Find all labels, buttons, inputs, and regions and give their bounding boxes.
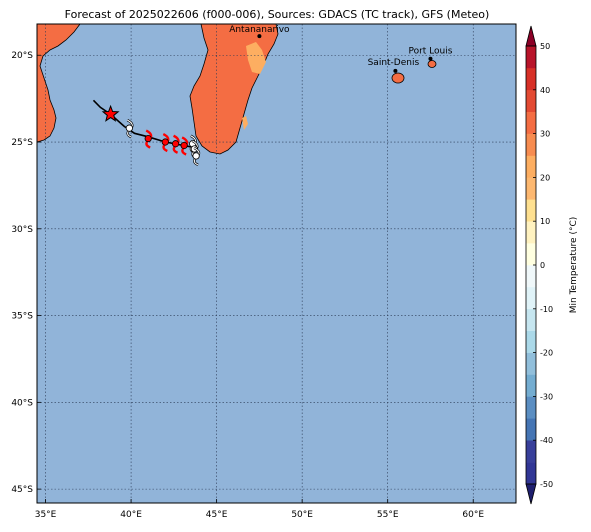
colorbar-tick-label: -30 xyxy=(540,392,553,401)
storm-track-layer xyxy=(92,99,201,167)
lon-tick-label: 60°E xyxy=(462,510,484,520)
city-dot xyxy=(428,56,433,61)
colorbar: 50 40 30 20 10 0 -10 -20 -30 -40 -50 Min Temperatur… xyxy=(525,25,579,505)
colorbar-tick-label: 40 xyxy=(540,86,550,95)
lon-tick-label: 45°E xyxy=(206,510,228,520)
storm-symbol-red xyxy=(171,134,180,154)
grid-lines xyxy=(37,24,516,503)
city-dot xyxy=(393,68,398,73)
lat-tick-label: 20°S xyxy=(11,51,33,61)
lat-tick-label: 30°S xyxy=(11,225,33,235)
colorbar-segment xyxy=(526,418,536,441)
map-title: Forecast of 2025022606 (f000-006), Sourc… xyxy=(65,8,490,21)
colorbar-tick-label: 30 xyxy=(540,130,550,139)
storm-symbol-white xyxy=(192,146,201,167)
city-label: Antananarivo xyxy=(229,25,290,35)
city-dot xyxy=(257,34,262,39)
madagascar-highlands-small xyxy=(242,116,248,130)
landmass-layer xyxy=(36,23,437,155)
colorbar-tick-label: -40 xyxy=(540,436,553,445)
colorbar-segment xyxy=(526,286,536,310)
colorbar-tick-label: -10 xyxy=(540,305,553,314)
colorbar-tick-label: 20 xyxy=(540,173,550,182)
latitude-tick-labels: 20°S 25°S 30°S 35°S 40°S 45°S xyxy=(11,51,33,495)
colorbar-tick-label: 50 xyxy=(540,42,550,51)
city-label: Saint-Denis xyxy=(368,58,420,68)
colorbar-segment xyxy=(526,330,536,353)
longitude-tick-labels: 35°E 40°E 45°E 50°E 55°E 60°E xyxy=(35,510,485,520)
storm-symbol-red xyxy=(180,136,189,156)
colorbar-segment xyxy=(526,374,536,397)
madagascar-highlands xyxy=(246,42,266,74)
city-label: Port Louis xyxy=(408,47,452,57)
storm-symbol-red xyxy=(144,129,153,149)
colorbar-extend-high xyxy=(525,25,537,47)
colorbar-tick-label: -50 xyxy=(540,480,553,489)
lat-tick-label: 35°S xyxy=(11,312,33,322)
storm-position-star-icon xyxy=(101,104,120,122)
colorbar-segment xyxy=(526,308,536,331)
colorbar-segment xyxy=(526,352,536,375)
colorbar-segment xyxy=(526,199,536,222)
storm-symbol-white xyxy=(125,119,134,139)
lon-tick-label: 55°E xyxy=(377,510,399,520)
colorbar-segment xyxy=(526,155,536,178)
lon-tick-label: 50°E xyxy=(291,510,313,520)
lat-tick-label: 40°S xyxy=(11,398,33,408)
colorbar-segment xyxy=(526,265,536,288)
lon-tick-label: 35°E xyxy=(35,510,57,520)
colorbar-segment xyxy=(526,111,536,134)
colorbar-tick-label: 0 xyxy=(540,261,545,270)
colorbar-segment xyxy=(526,177,536,200)
lat-tick-label: 25°S xyxy=(11,138,33,148)
ocean-area xyxy=(37,24,516,503)
lon-tick-label: 40°E xyxy=(120,510,142,520)
colorbar-segment xyxy=(526,243,536,266)
colorbar-segment xyxy=(526,221,536,244)
colorbar-segment xyxy=(526,440,536,463)
colorbar-segment xyxy=(526,46,536,69)
colorbar-label: Min Temperature (°C) xyxy=(569,217,579,314)
colorbar-segment xyxy=(526,396,536,419)
colorbar-tick-label: 10 xyxy=(540,217,550,226)
colorbar-tick-label: -20 xyxy=(540,349,553,358)
colorbar-segment xyxy=(526,89,536,112)
colorbar-segment xyxy=(526,133,536,156)
colorbar-extend-low xyxy=(525,483,537,505)
reunion-island xyxy=(391,72,405,84)
colorbar-segment xyxy=(526,462,536,485)
storm-symbol-red xyxy=(161,132,170,153)
mauritius-island xyxy=(427,60,437,68)
colorbar-segment xyxy=(526,67,536,91)
map-frame xyxy=(36,23,517,504)
africa-coast-land xyxy=(36,23,81,143)
lat-tick-label: 45°S xyxy=(11,485,33,495)
